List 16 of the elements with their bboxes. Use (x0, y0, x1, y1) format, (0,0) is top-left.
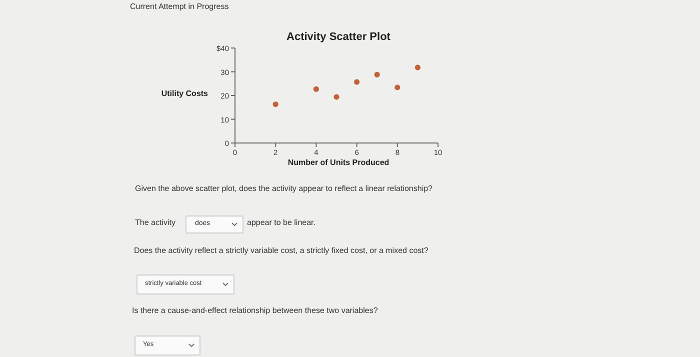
point (272, 101, 278, 108)
point (394, 84, 400, 90)
x-axis-title: Number of Units Produced (288, 158, 390, 167)
text: Current Attempt in Progress (130, 2, 229, 11)
text: The activity (135, 218, 176, 227)
point (334, 94, 340, 100)
text: Given the above scatter plot, does the activity appear to reflect a linear relationship? (135, 184, 434, 193)
y-axis-title: Utility Costs (161, 89, 209, 98)
point (374, 72, 380, 78)
point (313, 86, 319, 92)
text: appear to be linear. (247, 218, 316, 227)
text: Does the activity reflect a strictly variable cost, a strictly fixed cost, or a mixed cost? (134, 246, 429, 255)
chart-title: Activity Scatter Plot (286, 31, 391, 43)
point (414, 64, 420, 70)
point (354, 79, 360, 85)
text: Is there a cause-and-effect relationship between these two variables? (132, 306, 378, 315)
